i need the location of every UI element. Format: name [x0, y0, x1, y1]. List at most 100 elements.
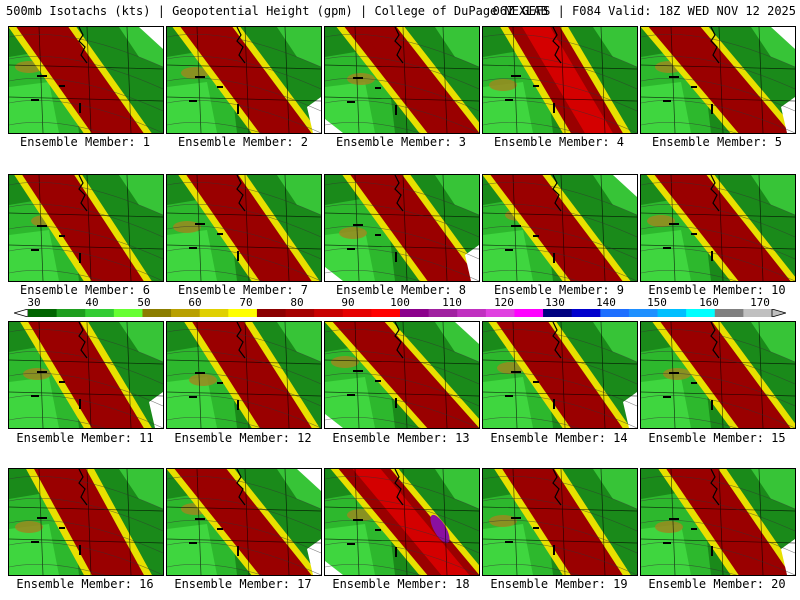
isotach-map — [167, 322, 321, 428]
coastline — [78, 27, 88, 64]
height-contours — [483, 476, 637, 575]
coastline — [394, 469, 404, 506]
ensemble-member-label: Ensemble Member: 12 — [174, 431, 312, 445]
ensemble-panel-12 — [166, 321, 322, 429]
ensemble-panel-10 — [640, 174, 796, 282]
colorbar-tick-label: 70 — [239, 296, 253, 309]
colorbar-tick-label: 130 — [545, 296, 565, 309]
coastline — [710, 27, 720, 64]
height-contours — [167, 182, 321, 281]
coastline — [236, 27, 246, 64]
ensemble-panel-4 — [482, 26, 638, 134]
height-contours — [9, 34, 163, 133]
isotach-colorbar: 30 40 50 60 70 80 90 100 110 120 130 140 150 160 170 — [14, 296, 786, 322]
ensemble-panel-2 — [166, 26, 322, 134]
colorbar-swatch — [657, 309, 687, 317]
ensemble-panel-17 — [166, 468, 322, 576]
isotach-map — [167, 175, 321, 281]
isotach-map — [641, 469, 795, 575]
ensemble-member-label: Ensemble Member: 15 — [648, 431, 786, 445]
colorbar-swatch — [28, 309, 58, 317]
coastline — [552, 469, 562, 506]
height-contours — [325, 476, 479, 575]
colorbar-swatch — [600, 309, 630, 317]
ensemble-panel-8 — [324, 174, 480, 282]
coastline — [552, 322, 562, 359]
coastline — [78, 322, 88, 359]
colorbar-swatch — [400, 309, 430, 317]
isotach-map — [9, 175, 163, 281]
colorbar-tick-label: 50 — [137, 296, 151, 309]
ensemble-member-label: Ensemble Member: 2 — [177, 135, 309, 149]
colorbar-tick-label: 90 — [341, 296, 355, 309]
colorbar-swatch — [457, 309, 487, 317]
ensemble-member-label: Ensemble Member: 4 — [493, 135, 625, 149]
height-contours — [641, 476, 795, 575]
colorbar-swatch — [686, 309, 716, 317]
state-boundaries — [325, 322, 479, 428]
isotach-map — [9, 322, 163, 428]
colorbar-tick-label: 60 — [188, 296, 202, 309]
coastline — [78, 175, 88, 212]
ensemble-member-label: Ensemble Member: 13 — [332, 431, 470, 445]
colorbar-swatch — [314, 309, 344, 317]
colorbar-tick-label: 80 — [290, 296, 304, 309]
colorbar-swatch — [342, 309, 372, 317]
ensemble-member-label: Ensemble Member: 19 — [490, 577, 628, 591]
isotach-map — [483, 469, 637, 575]
height-contours — [325, 329, 479, 428]
coastline — [710, 175, 720, 212]
coastline — [236, 175, 246, 212]
ensemble-member-label: Ensemble Member: 16 — [16, 577, 154, 591]
ensemble-panel-6 — [8, 174, 164, 282]
map-header: 500mb Isotachs (kts) | Geopotential Heig… — [6, 4, 796, 20]
ensemble-member-label: Ensemble Member: 6 — [19, 283, 151, 297]
colorbar-tick-label: 110 — [442, 296, 462, 309]
colorbar-swatch — [743, 309, 773, 317]
colorbar-swatch — [485, 309, 515, 317]
colorbar-swatch — [171, 309, 201, 317]
state-boundaries — [9, 469, 163, 575]
state-boundaries — [9, 175, 163, 281]
height-contours — [167, 476, 321, 575]
ensemble-member-label: Ensemble Member: 3 — [335, 135, 467, 149]
ensemble-panel-15 — [640, 321, 796, 429]
height-contours — [641, 182, 795, 281]
ensemble-member-label: Ensemble Member: 1 — [19, 135, 151, 149]
ensemble-member-label: Ensemble Member: 10 — [648, 283, 786, 297]
coastline — [236, 469, 246, 506]
isotach-map — [483, 322, 637, 428]
ensemble-member-label: Ensemble Member: 5 — [651, 135, 783, 149]
header-title: 500mb Isotachs (kts) | Geopotential Heig… — [6, 4, 548, 18]
colorbar-ticks: 30 40 50 60 70 80 90 100 110 120 130 140 150 160 170 — [14, 296, 786, 309]
colorbar-swatch — [256, 309, 287, 317]
colorbar-swatch — [571, 309, 601, 317]
isotach-map — [641, 27, 795, 133]
height-contours — [9, 476, 163, 575]
ensemble-member-label: Ensemble Member: 8 — [335, 283, 467, 297]
ensemble-member-label: Ensemble Member: 14 — [490, 431, 628, 445]
isotach-map — [167, 27, 321, 133]
isotach-map — [325, 27, 479, 133]
ensemble-panel-20 — [640, 468, 796, 576]
colorbar-tick-label: 160 — [699, 296, 719, 309]
ensemble-member-label: Ensemble Member: 11 — [16, 431, 154, 445]
height-contours — [641, 34, 795, 133]
height-contours — [167, 34, 321, 133]
ensemble-member-label: Ensemble Member: 20 — [648, 577, 786, 591]
height-contours — [9, 329, 163, 428]
height-contours — [641, 329, 795, 428]
ensemble-panel-1 — [8, 26, 164, 134]
coastline — [236, 322, 246, 359]
ensemble-panel-9 — [482, 174, 638, 282]
colorbar-swatch — [285, 309, 315, 317]
colorbar-tick-label: 120 — [494, 296, 514, 309]
ensemble-panel-16 — [8, 468, 164, 576]
colorbar-swatch — [113, 309, 143, 317]
ensemble-panel-13 — [324, 321, 480, 429]
height-contours — [167, 329, 321, 428]
header-run-info: 06Z GEFS | F084 Valid: 18Z WED NOV 12 20… — [492, 4, 796, 18]
colorbar-swatch — [371, 309, 401, 317]
isotach-map — [483, 27, 637, 133]
isotach-map — [325, 469, 479, 575]
